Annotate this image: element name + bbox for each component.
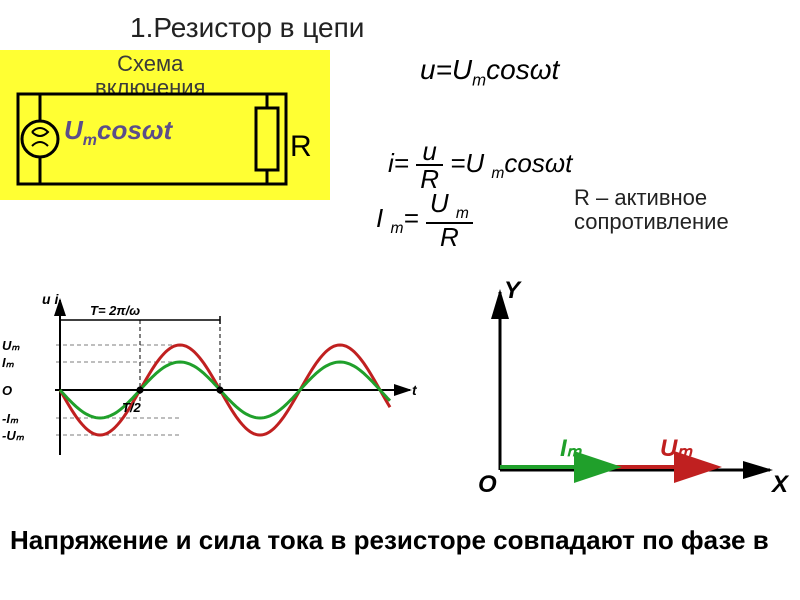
- conclusion-text: Напряжение и сила тока в резисторе совпа…: [10, 526, 790, 556]
- note-text: R – активное сопротивление: [574, 186, 794, 234]
- svg-text:Iₘ: Iₘ: [560, 435, 583, 462]
- svg-text:-Uₘ: -Uₘ: [2, 428, 25, 443]
- eq2-num: u: [416, 138, 443, 166]
- svg-text:-Iₘ: -Iₘ: [2, 411, 19, 426]
- svg-text:O: O: [2, 383, 12, 398]
- vector-plot: Y X O Iₘ Uₘ: [440, 280, 790, 510]
- eq3-den: R: [426, 224, 473, 250]
- page-title: 1.Резистор в цепи: [130, 12, 364, 44]
- wave-plot: T= 2π/ω T/2 u i t Uₘ Iₘ O -Iₘ -Uₘ: [0, 290, 430, 490]
- svg-text:t: t: [412, 382, 418, 398]
- svg-text:T= 2π/ω: T= 2π/ω: [90, 303, 140, 318]
- svg-text:Uₘ: Uₘ: [660, 435, 693, 462]
- equation-i: i= u R =U mcosωt: [388, 138, 572, 192]
- svg-text:X: X: [770, 471, 790, 498]
- svg-text:T/2: T/2: [122, 400, 142, 415]
- eq3-lhs: I m=: [376, 203, 419, 233]
- equation-u: u=Umcosωt: [420, 54, 559, 91]
- eq2-rest: =U mcosωt: [450, 148, 572, 178]
- svg-text:Y: Y: [504, 280, 522, 304]
- source-formula: Umcosωt: [64, 115, 172, 150]
- eq2-lhs: i=: [388, 148, 409, 178]
- eq3-fraction: U m R: [426, 190, 473, 250]
- eq3-num: U m: [426, 190, 473, 224]
- schema-label-line1: Схема: [117, 51, 183, 76]
- eq2-fraction: u R: [416, 138, 443, 192]
- svg-text:O: O: [478, 471, 497, 498]
- equation-im: I m= U m R: [376, 190, 473, 250]
- resistor-label: R: [290, 130, 312, 164]
- svg-text:u i: u i: [42, 291, 59, 307]
- svg-text:Uₘ: Uₘ: [2, 338, 20, 353]
- svg-text:Iₘ: Iₘ: [2, 355, 15, 370]
